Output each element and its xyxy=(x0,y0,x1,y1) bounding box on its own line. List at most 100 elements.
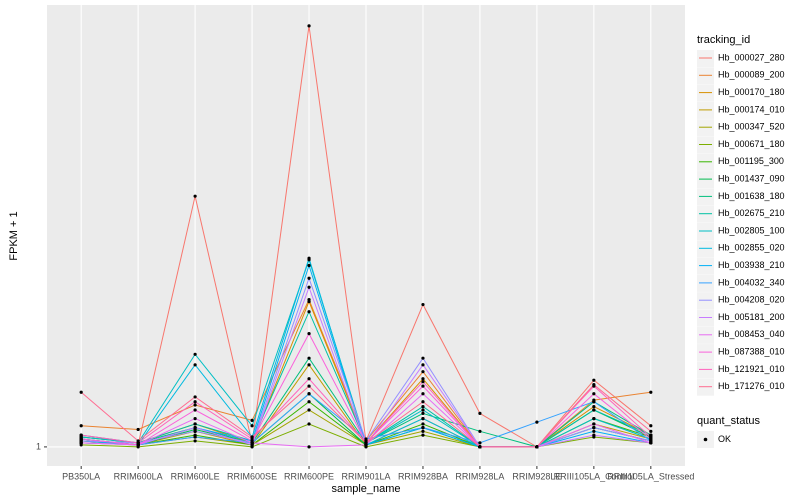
data-point xyxy=(592,408,596,412)
data-point xyxy=(193,435,197,439)
legend-label: Hb_002855_020 xyxy=(718,243,785,253)
data-point xyxy=(421,392,425,396)
y-tick-label: 1 xyxy=(36,441,41,451)
data-point xyxy=(421,370,425,374)
point-legend-title: quant_status xyxy=(697,415,760,427)
data-point xyxy=(193,194,197,198)
data-point xyxy=(307,356,311,360)
x-tick-label: RRIII105LA_Control xyxy=(554,471,635,481)
data-point xyxy=(250,424,254,428)
data-point xyxy=(649,435,653,439)
data-point xyxy=(79,441,83,445)
data-point xyxy=(421,384,425,388)
x-tick-label: RRIM600PE xyxy=(284,471,334,481)
legend-label: Hb_000174_010 xyxy=(718,104,785,114)
data-point xyxy=(421,405,425,409)
data-point xyxy=(307,422,311,426)
legend-label: Hb_004208_020 xyxy=(718,295,785,305)
legend-label: Hb_001195_300 xyxy=(718,156,784,166)
data-point xyxy=(307,445,311,449)
data-point xyxy=(421,400,425,404)
data-point xyxy=(307,310,311,314)
data-point xyxy=(421,429,425,433)
x-tick-label: RRIM928BA xyxy=(398,471,448,481)
data-point xyxy=(478,429,482,433)
data-point xyxy=(421,380,425,384)
x-tick-label: RRIM600SE xyxy=(227,471,277,481)
data-point xyxy=(535,420,539,424)
data-point xyxy=(592,383,596,387)
data-point xyxy=(592,378,596,382)
data-point xyxy=(136,439,140,443)
data-point xyxy=(421,417,425,421)
data-point xyxy=(592,429,596,433)
data-point xyxy=(79,437,83,441)
data-point xyxy=(478,441,482,445)
x-tick-label: RRIM600LE xyxy=(171,471,220,481)
x-tick-label: RRIM928LA xyxy=(455,471,504,481)
data-point xyxy=(307,256,311,260)
legend-label: Hb_008453_040 xyxy=(718,329,785,339)
data-point xyxy=(193,429,197,433)
data-point xyxy=(307,363,311,367)
data-point xyxy=(193,363,197,367)
data-point xyxy=(136,427,140,432)
data-point xyxy=(193,417,197,421)
data-point xyxy=(307,384,311,388)
data-point xyxy=(307,377,311,381)
data-point xyxy=(478,411,482,415)
data-point xyxy=(421,426,425,430)
data-point xyxy=(421,411,425,415)
legend-title: tracking_id xyxy=(697,34,750,46)
legend-label: Hb_121921_010 xyxy=(718,364,785,374)
data-point xyxy=(307,408,311,412)
data-point xyxy=(592,392,596,396)
data-point xyxy=(307,299,311,304)
data-point xyxy=(592,417,596,421)
data-point xyxy=(307,263,311,268)
data-point xyxy=(592,422,596,426)
data-point xyxy=(592,400,596,404)
data-point xyxy=(250,418,254,422)
data-point xyxy=(307,285,311,289)
data-point xyxy=(364,441,368,445)
point-legend-label: OK xyxy=(718,434,731,444)
data-point xyxy=(649,390,653,394)
x-tick-label: RRIM600LA xyxy=(114,471,163,481)
data-point xyxy=(193,439,197,443)
data-point xyxy=(79,424,83,428)
data-point xyxy=(592,405,596,409)
data-point xyxy=(307,276,311,280)
data-point xyxy=(250,435,254,439)
legend-point xyxy=(703,437,708,442)
legend-label: Hb_000170_180 xyxy=(718,87,785,97)
data-point xyxy=(193,400,197,404)
legend-label: Hb_002675_210 xyxy=(718,208,785,218)
legend-label: Hb_002805_100 xyxy=(718,225,785,235)
data-point xyxy=(193,422,197,426)
legend-label: Hb_001437_090 xyxy=(718,173,785,183)
data-point xyxy=(307,24,311,28)
data-point xyxy=(79,433,83,437)
data-point xyxy=(421,408,425,412)
data-point xyxy=(193,395,197,399)
data-point xyxy=(193,408,197,412)
data-point xyxy=(421,363,425,367)
data-point xyxy=(193,352,197,356)
x-axis-title: sample_name xyxy=(331,483,400,495)
legend-label: Hb_004032_340 xyxy=(718,277,785,287)
legend-label: Hb_001638_180 xyxy=(718,191,785,201)
legend-label: Hb_000347_520 xyxy=(718,122,785,132)
data-point xyxy=(307,392,311,396)
data-point xyxy=(307,332,311,336)
legend-label: Hb_000671_180 xyxy=(718,139,785,149)
data-point xyxy=(193,426,197,430)
legend-label: Hb_171276_010 xyxy=(718,381,785,391)
data-point xyxy=(592,426,596,430)
data-point xyxy=(421,356,425,360)
x-tick-label: RRIII105LA_Stressed xyxy=(607,471,694,481)
legend-label: Hb_000089_200 xyxy=(718,70,785,80)
data-point xyxy=(421,433,425,437)
data-point xyxy=(535,445,539,449)
